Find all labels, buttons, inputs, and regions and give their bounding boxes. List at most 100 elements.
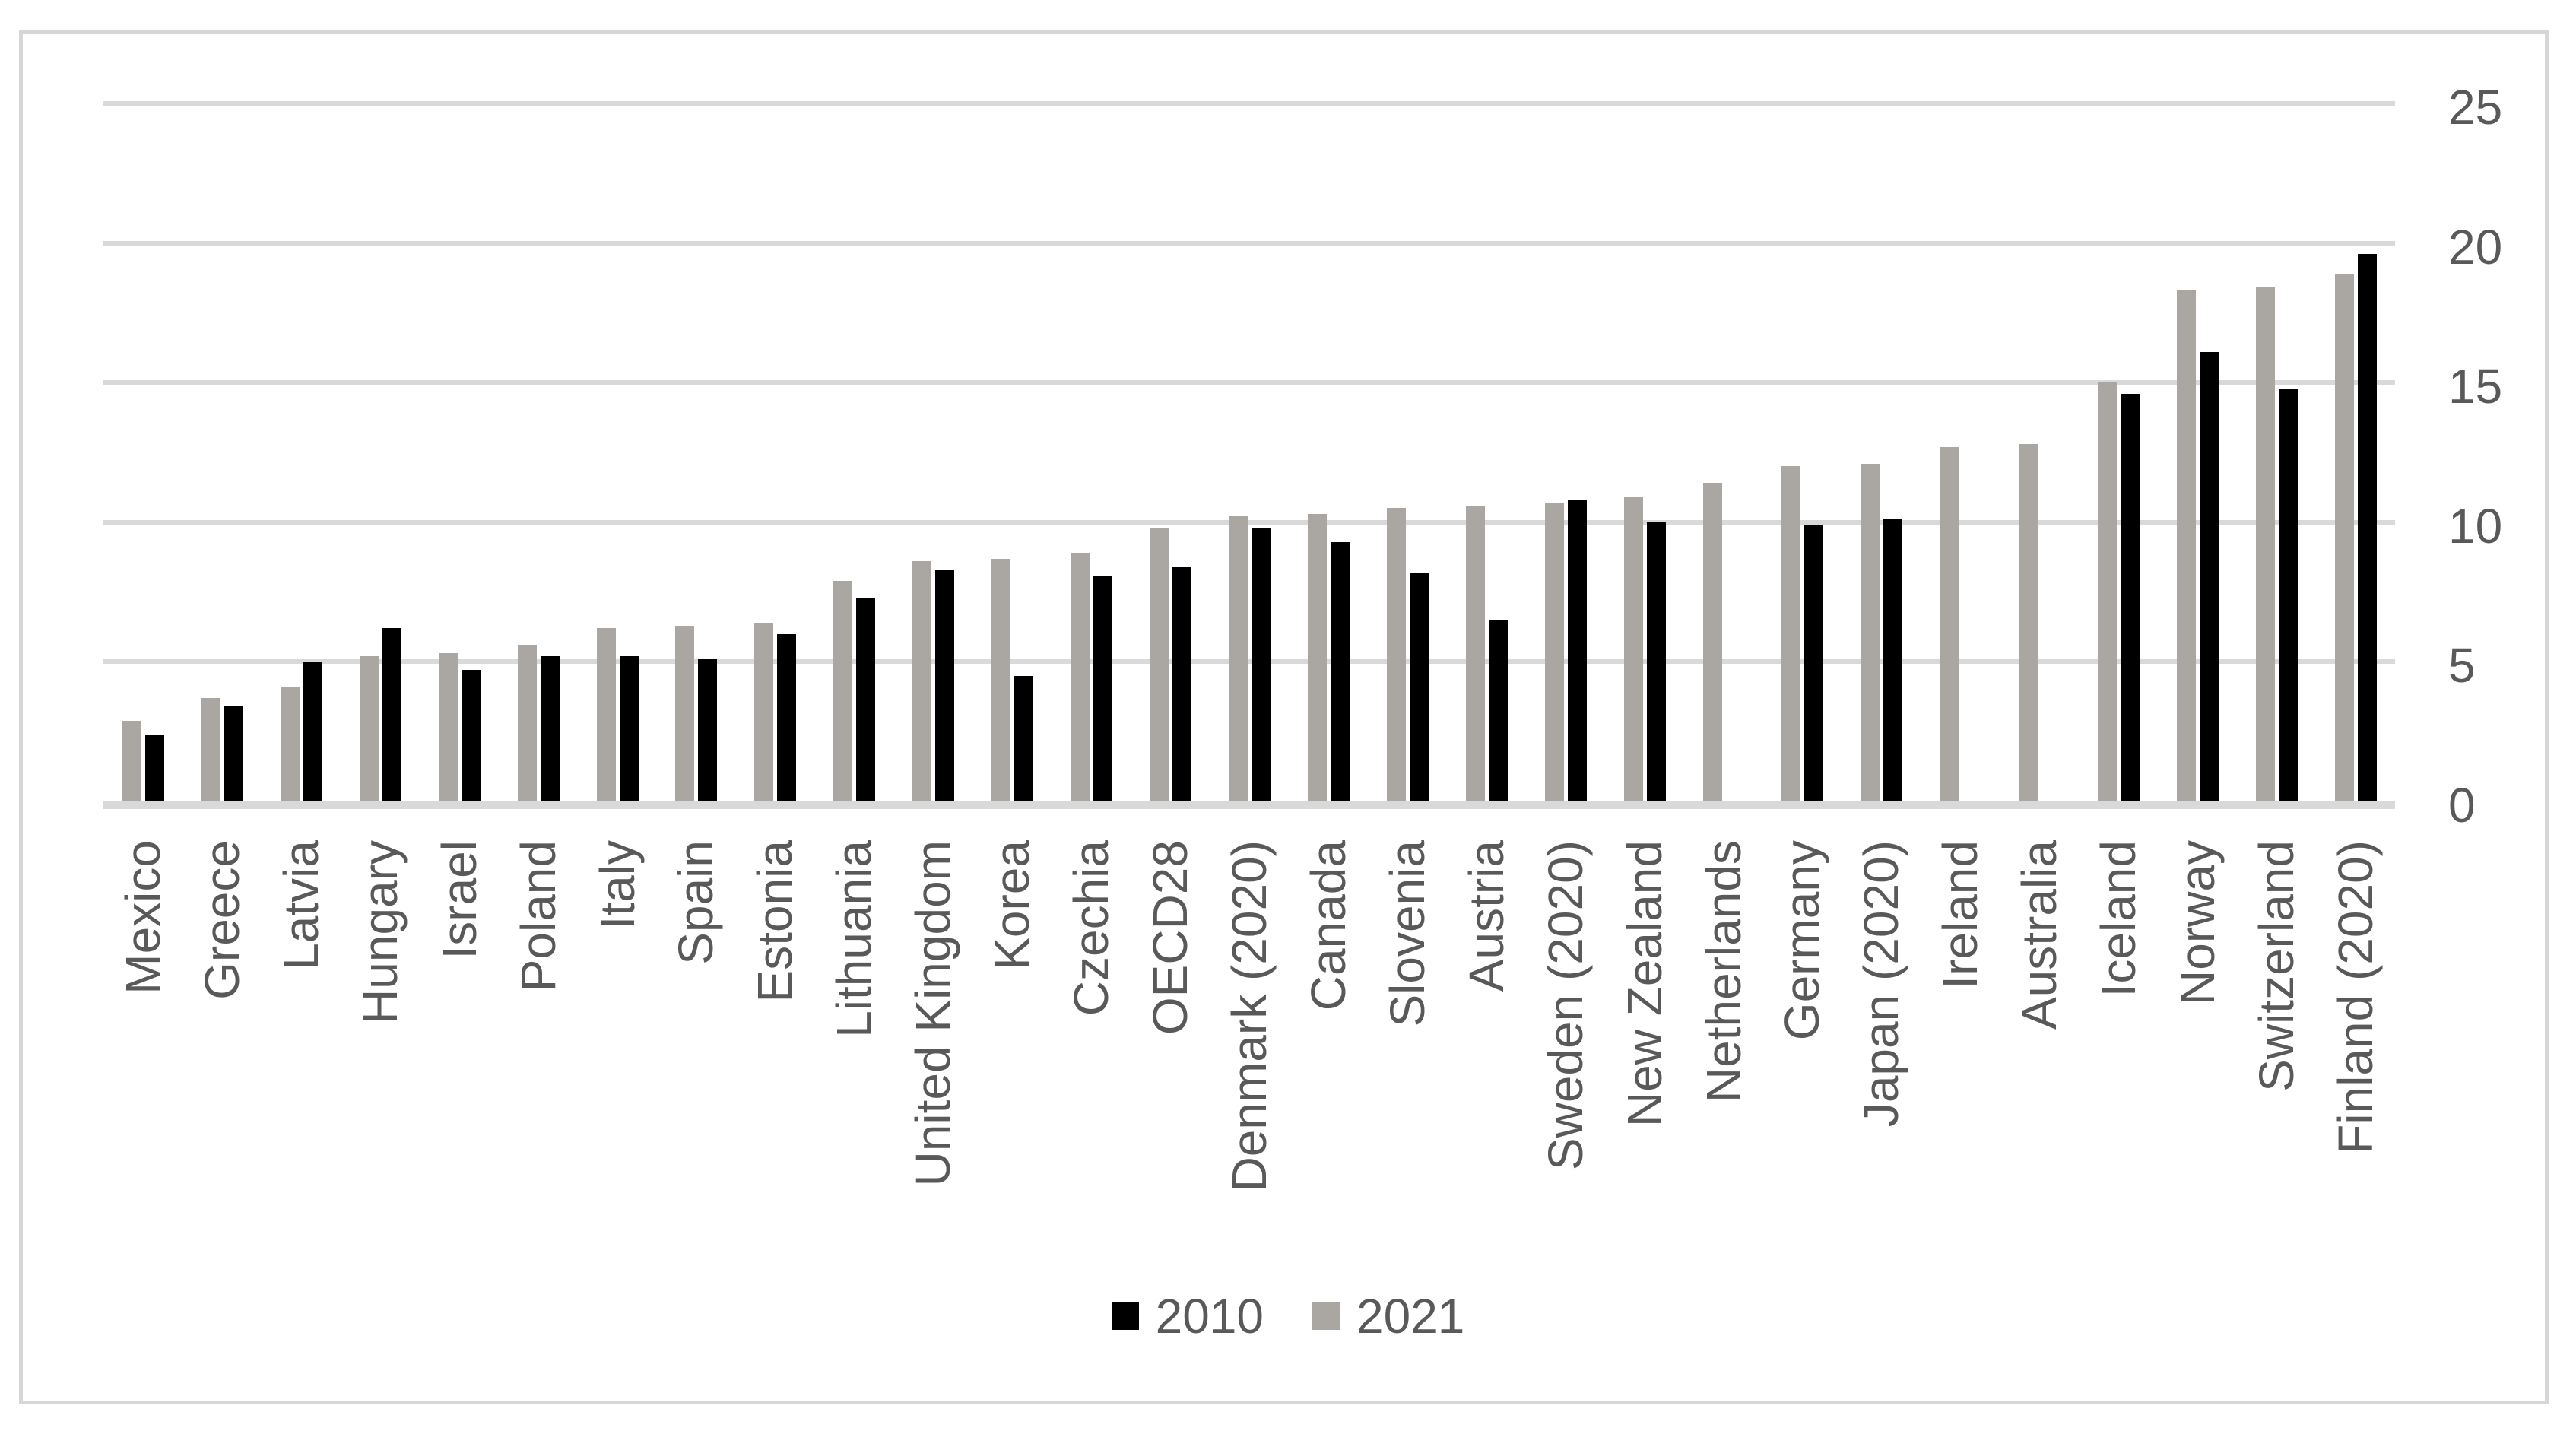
x-label-norway: Norway	[2170, 840, 2225, 1005]
x-label-oecd28: OECD28	[1143, 840, 1198, 1036]
x-label-mexico: Mexico	[115, 840, 170, 995]
x-label-estonia: Estonia	[747, 840, 803, 1003]
bar-2021-latvia	[280, 687, 300, 801]
bar-2021-israel	[438, 653, 458, 801]
bar-2010-iceland	[2121, 393, 2140, 801]
bar-2010-norway	[2200, 351, 2219, 801]
bar-2021-estonia	[754, 622, 774, 801]
bar-2010-italy	[619, 656, 639, 801]
legend-swatch-2010-icon	[1111, 1302, 1139, 1330]
bar-2010-czechia	[1093, 575, 1113, 801]
bar-2021-united-kingdom	[912, 561, 932, 801]
x-label-canada: Canada	[1300, 840, 1356, 1011]
bar-2010-hungary	[382, 628, 401, 801]
bar-2021-sweden-2020-	[1544, 503, 1564, 801]
x-label-slovenia: Slovenia	[1379, 840, 1435, 1027]
x-label-israel: Israel	[431, 840, 487, 960]
x-label-korea: Korea	[985, 840, 1040, 970]
y-tick-label-15: 15	[2448, 359, 2503, 414]
y-tick-label-5: 5	[2448, 638, 2476, 693]
bar-2021-italy	[596, 628, 616, 801]
x-label-denmark-2020-: Denmark (2020)	[1221, 840, 1277, 1192]
y-tick-label-10: 10	[2448, 498, 2503, 554]
legend: 2010 2021	[0, 1289, 2576, 1344]
bar-2010-mexico	[144, 734, 164, 801]
x-label-finland-2020-: Finland (2020)	[2328, 840, 2383, 1154]
bar-2010-estonia	[777, 633, 797, 801]
x-label-switzerland: Switzerland	[2249, 840, 2305, 1092]
bar-2021-korea	[991, 558, 1011, 801]
bar-2021-poland	[517, 645, 537, 801]
legend-label-2021: 2021	[1356, 1289, 1465, 1344]
bar-2010-greece	[224, 706, 243, 801]
bar-2010-israel	[461, 670, 481, 801]
bar-2021-spain	[675, 625, 695, 801]
bar-2010-united-kingdom	[935, 570, 955, 801]
bar-2021-japan-2020-	[1861, 463, 1880, 801]
bar-2010-finland-2020-	[2358, 254, 2377, 801]
bar-2010-canada	[1330, 541, 1350, 801]
x-axis-line	[103, 801, 2395, 809]
bar-2021-hungary	[359, 656, 379, 801]
bar-2021-austria	[1465, 505, 1485, 801]
bar-2010-lithuania	[856, 597, 876, 801]
x-label-new-zealand: New Zealand	[1616, 840, 1672, 1128]
bar-2010-slovenia	[1409, 572, 1429, 801]
bar-2010-latvia	[303, 662, 322, 801]
bar-2010-sweden-2020-	[1567, 500, 1587, 801]
bar-2010-japan-2020-	[1883, 519, 1903, 801]
x-label-italy: Italy	[589, 840, 645, 930]
gridline-y15	[103, 380, 2395, 386]
bar-2021-lithuania	[833, 580, 853, 801]
bar-2021-switzerland	[2256, 287, 2276, 801]
x-label-japan-2020-: Japan (2020)	[1854, 840, 1909, 1128]
x-label-ireland: Ireland	[1933, 840, 1988, 989]
bar-2010-new-zealand	[1646, 522, 1666, 801]
bar-2021-finland-2020-	[2335, 273, 2354, 801]
x-label-lithuania: Lithuania	[826, 840, 882, 1038]
gridline-y25	[103, 101, 2395, 106]
legend-item-2010: 2010	[1111, 1289, 1264, 1344]
bar-2021-iceland	[2098, 382, 2118, 801]
gridline-y10	[103, 519, 2395, 525]
x-label-austria: Austria	[1458, 840, 1514, 992]
bar-2010-spain	[698, 658, 718, 801]
bar-2021-slovenia	[1386, 508, 1406, 801]
x-label-greece: Greece	[194, 840, 249, 1000]
bar-2021-norway	[2177, 290, 2197, 801]
x-label-poland: Poland	[510, 840, 566, 992]
bar-2010-denmark-2020-	[1251, 528, 1271, 801]
bar-2021-greece	[201, 698, 220, 801]
legend-item-2021: 2021	[1312, 1289, 1464, 1344]
bar-2021-australia	[2019, 443, 2038, 801]
x-label-iceland: Iceland	[2091, 840, 2146, 998]
y-tick-label-25: 25	[2448, 80, 2503, 135]
legend-label-2010: 2010	[1155, 1289, 1264, 1344]
gridline-y5	[103, 659, 2395, 665]
bar-2021-mexico	[122, 720, 141, 801]
y-tick-label-20: 20	[2448, 219, 2503, 274]
bar-2010-austria	[1488, 620, 1508, 801]
x-label-hungary: Hungary	[352, 840, 408, 1024]
x-label-germany: Germany	[1775, 840, 1830, 1041]
x-label-netherlands: Netherlands	[1696, 840, 1751, 1103]
x-label-united-kingdom: United Kingdom	[906, 840, 961, 1187]
x-label-australia: Australia	[2012, 840, 2067, 1030]
bar-2010-poland	[540, 656, 560, 801]
bar-2021-denmark-2020-	[1228, 516, 1248, 801]
x-label-sweden-2020-: Sweden (2020)	[1537, 840, 1593, 1171]
x-label-spain: Spain	[668, 840, 724, 965]
bar-2010-germany	[1804, 525, 1824, 801]
bar-2021-new-zealand	[1623, 497, 1643, 801]
x-label-czechia: Czechia	[1064, 840, 1119, 1017]
bar-2021-germany	[1781, 466, 1801, 801]
bar-2010-switzerland	[2279, 388, 2298, 801]
bar-2021-canada	[1307, 513, 1327, 801]
bar-2021-oecd28	[1150, 528, 1169, 801]
bar-2021-czechia	[1071, 553, 1090, 801]
y-tick-label-0: 0	[2448, 778, 2476, 833]
bar-2021-ireland	[1940, 446, 1959, 801]
x-label-latvia: Latvia	[273, 840, 328, 970]
legend-swatch-2021-icon	[1312, 1302, 1340, 1330]
